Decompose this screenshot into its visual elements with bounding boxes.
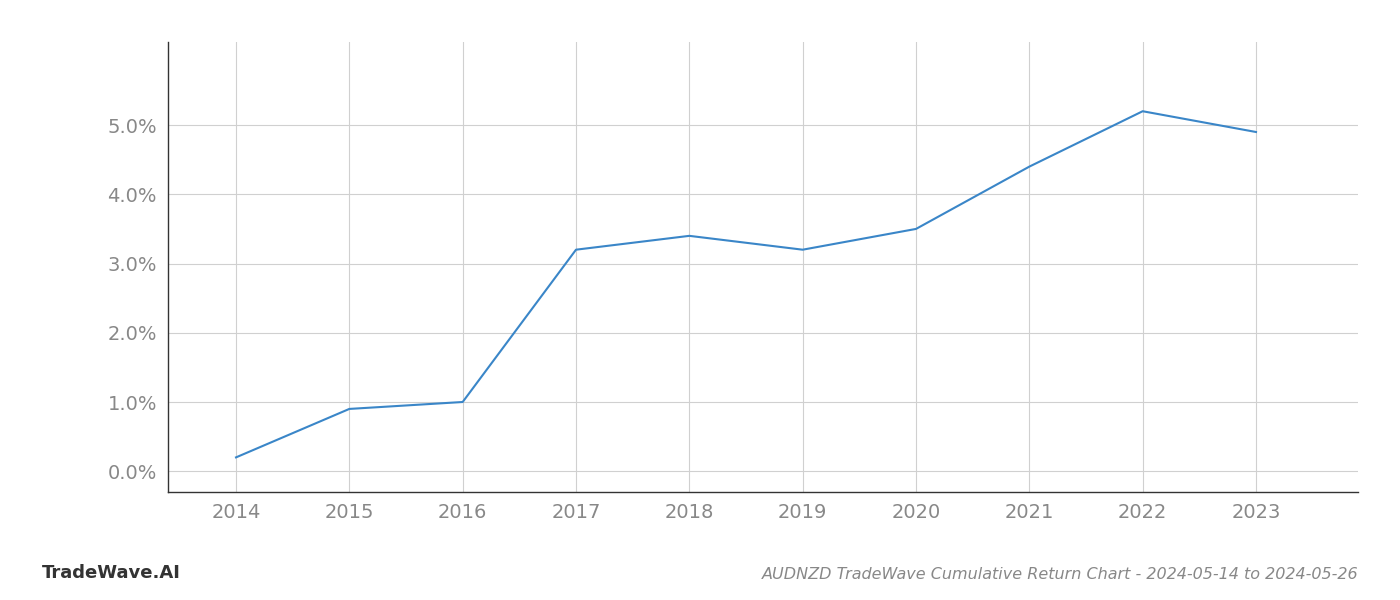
Text: TradeWave.AI: TradeWave.AI [42,564,181,582]
Text: AUDNZD TradeWave Cumulative Return Chart - 2024-05-14 to 2024-05-26: AUDNZD TradeWave Cumulative Return Chart… [762,567,1358,582]
